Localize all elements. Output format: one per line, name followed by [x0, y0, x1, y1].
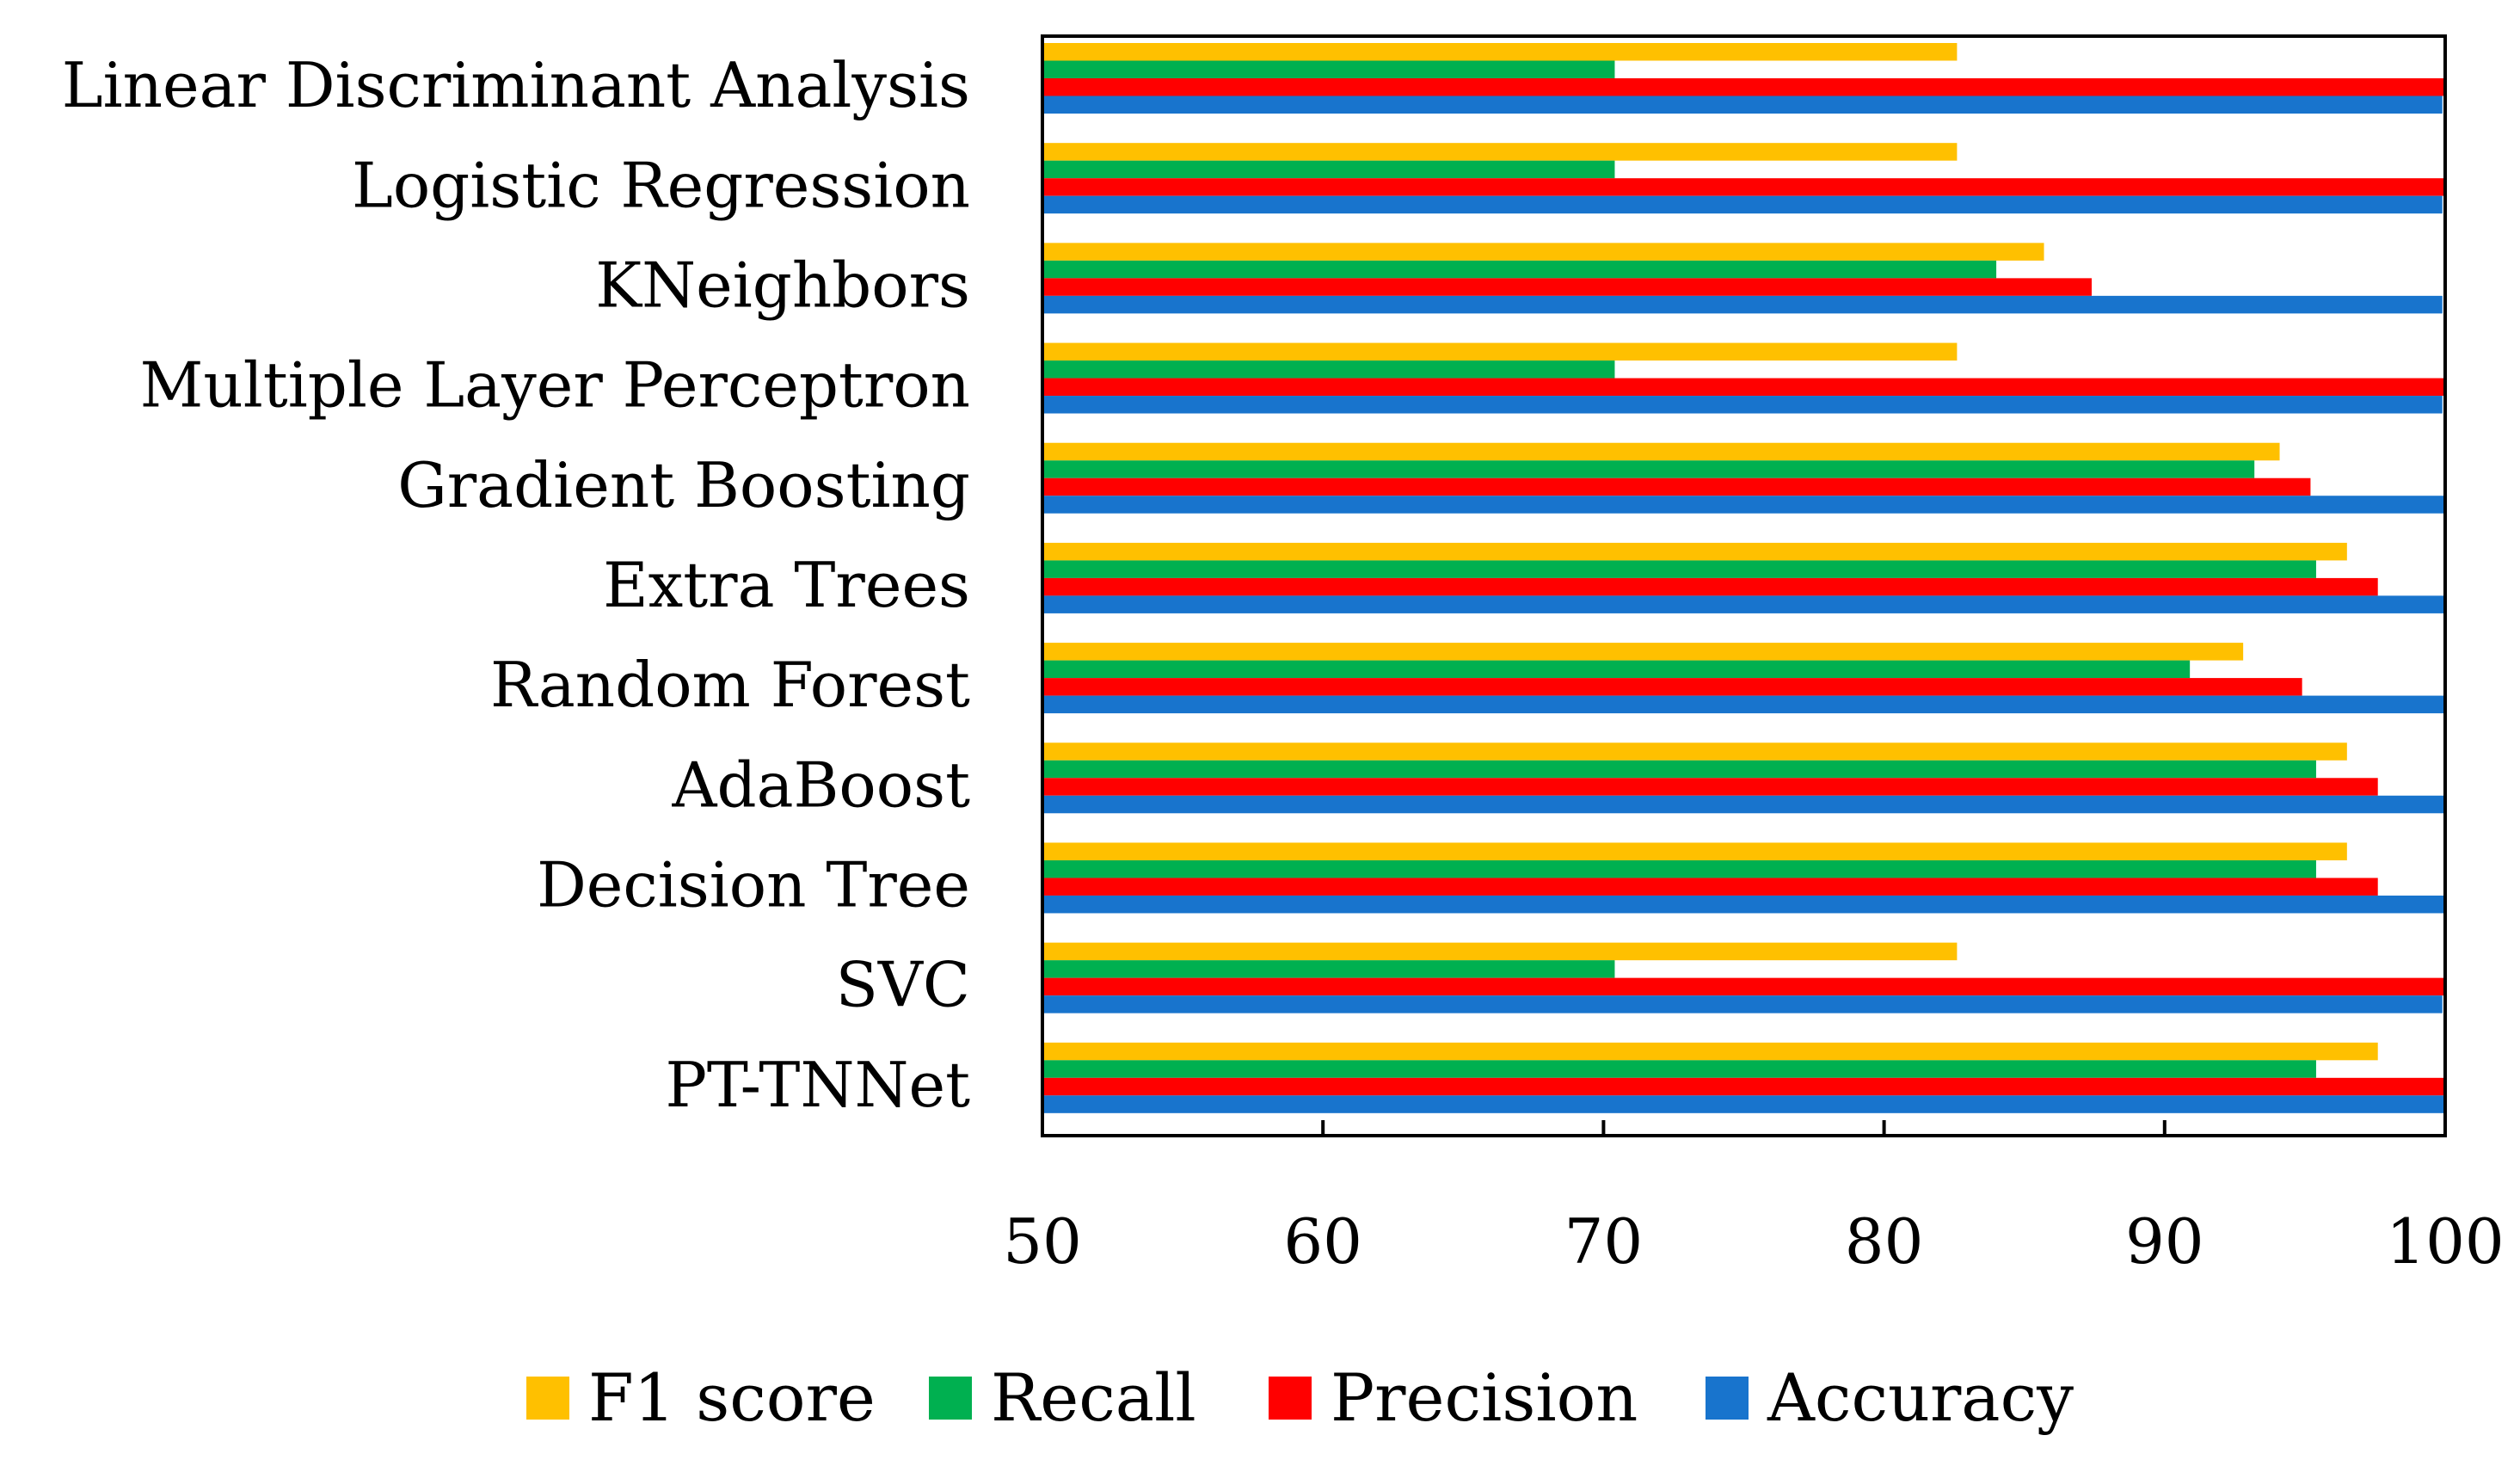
category-label: Multiple Layer Perceptron	[140, 349, 970, 422]
bar-f1-score-8	[1042, 842, 2347, 860]
bar-recall-9	[1042, 960, 1615, 978]
bar-f1-score-4	[1042, 442, 2280, 461]
legend: F1 score Recall Precision Accuracy	[526, 1359, 2074, 1436]
bar-precision-9	[1042, 977, 2445, 996]
bar-accuracy-9	[1042, 995, 2443, 1013]
bar-precision-3	[1042, 378, 2445, 397]
x-tick-label: 90	[2125, 1205, 2204, 1278]
bar-f1-score-9	[1042, 942, 1958, 961]
bar-accuracy-5	[1042, 595, 2445, 613]
bar-f1-score-0	[1042, 43, 1958, 61]
bar-recall-6	[1042, 660, 2191, 679]
bar-f1-score-10	[1042, 1042, 2378, 1061]
bar-precision-4	[1042, 477, 2311, 496]
bar-recall-8	[1042, 859, 2316, 878]
bar-f1-score-6	[1042, 643, 2244, 661]
category-label: Gradient Boosting	[397, 449, 970, 521]
bar-recall-7	[1042, 760, 2316, 779]
bar-accuracy-8	[1042, 895, 2445, 914]
x-tick-label: 80	[1845, 1205, 1924, 1278]
category-label: Linear Discriminant Analysis	[62, 49, 970, 121]
bar-accuracy-2	[1042, 295, 2443, 314]
legend-label: Recall	[991, 1359, 1196, 1436]
category-label: Decision Tree	[537, 849, 970, 921]
category-label: Logistic Regression	[352, 149, 970, 221]
bar-f1-score-3	[1042, 342, 1958, 361]
category-label: Extra Trees	[603, 549, 970, 621]
bar-recall-4	[1042, 460, 2255, 478]
category-label: KNeighbors	[595, 249, 970, 321]
legend-swatch-recall	[929, 1377, 972, 1420]
x-axis: 50 60 70 80 90 100	[1003, 1120, 2505, 1278]
legend-swatch-f1-score	[526, 1377, 569, 1420]
legend-label: F1 score	[588, 1359, 876, 1436]
bar-recall-10	[1042, 1060, 2316, 1078]
bar-recall-0	[1042, 60, 1615, 78]
x-tick-label: 70	[1564, 1205, 1644, 1278]
legend-swatch-accuracy	[1706, 1377, 1749, 1420]
legend-swatch-precision	[1269, 1377, 1312, 1420]
legend-label: Accuracy	[1767, 1359, 2074, 1436]
bar-f1-score-2	[1042, 243, 2044, 261]
bar-precision-2	[1042, 278, 2092, 296]
bar-accuracy-6	[1042, 695, 2445, 714]
bar-recall-5	[1042, 560, 2316, 578]
bar-recall-2	[1042, 260, 1997, 279]
bar-precision-6	[1042, 678, 2302, 696]
bar-f1-score-1	[1042, 143, 1958, 161]
category-label: SVC	[836, 949, 970, 1021]
bar-accuracy-4	[1042, 496, 2445, 514]
bar-precision-5	[1042, 577, 2378, 596]
bar-accuracy-3	[1042, 396, 2443, 414]
x-tick-label: 60	[1283, 1205, 1362, 1278]
bar-precision-8	[1042, 878, 2378, 896]
bar-accuracy-7	[1042, 795, 2445, 814]
category-label: AdaBoost	[672, 748, 971, 821]
bar-recall-1	[1042, 160, 1615, 179]
bar-accuracy-10	[1042, 1095, 2445, 1113]
bar-precision-7	[1042, 778, 2378, 796]
bar-accuracy-0	[1042, 95, 2443, 114]
category-label: PT-TNNet	[665, 1049, 970, 1121]
bar-recall-3	[1042, 360, 1615, 379]
plot-frame	[1041, 34, 2447, 1137]
bar-precision-10	[1042, 1077, 2445, 1096]
bar-precision-0	[1042, 78, 2445, 96]
bar-precision-1	[1042, 178, 2445, 196]
bars-group	[1042, 43, 2445, 1113]
x-tick-label: 50	[1003, 1205, 1082, 1278]
x-tick-label: 100	[2386, 1205, 2504, 1278]
category-labels: Linear Discriminant Analysis Logistic Reg…	[62, 49, 970, 1121]
legend-label: Precision	[1331, 1359, 1638, 1436]
bar-accuracy-1	[1042, 195, 2443, 214]
category-label: Random Forest	[490, 649, 970, 721]
bar-f1-score-7	[1042, 742, 2347, 761]
bar-f1-score-5	[1042, 542, 2347, 561]
